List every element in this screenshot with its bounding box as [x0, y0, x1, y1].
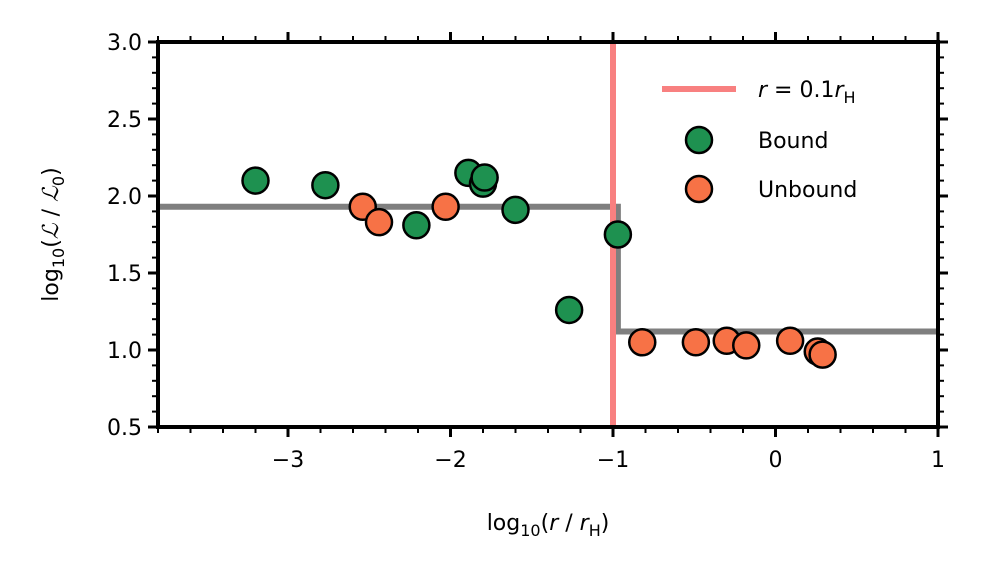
legend-marker-unbound [684, 174, 714, 204]
scatter-point-unbound [808, 340, 837, 369]
scatter-point-bound [241, 166, 270, 195]
legend: r = 0.1rH Bound Unbound [662, 78, 857, 204]
x-tick-label: 1 [931, 448, 945, 473]
scatter-point-bound [554, 295, 584, 325]
plot-area [158, 42, 938, 427]
scatter-point-unbound [431, 192, 460, 222]
legend-label-unbound: Unbound [758, 178, 857, 203]
legend-label-bound: Bound [758, 129, 828, 154]
x-tick-label: −1 [597, 448, 629, 473]
scatter-point-unbound [681, 328, 711, 357]
scatter-point-unbound [364, 207, 394, 237]
scatter-point-unbound [732, 331, 761, 360]
scatter-point-unbound [628, 328, 657, 357]
step-line [158, 203, 938, 335]
x-axis-label: log10(r / rH) [487, 511, 610, 540]
legend-marker-bound [684, 125, 714, 155]
scatter-point-bound [470, 163, 499, 192]
x-tick-label: −2 [434, 448, 466, 473]
y-tick-label: 1.5 [107, 262, 142, 287]
scatter-point-bound [603, 220, 633, 249]
y-axis-label: log10(ℒ / ℒ0) [39, 167, 68, 301]
y-tick-label: 3.0 [107, 31, 142, 56]
scatter-point-bound [311, 170, 340, 200]
scatter-point-bound [402, 211, 431, 240]
y-tick-label: 2.5 [107, 108, 142, 133]
scatter-point-bound [501, 195, 530, 225]
axis-ticks: −3 −2 −1 0 1 0.5 1.0 1.5 2.0 2.5 3.0 [107, 31, 948, 473]
scatter-point-unbound [775, 326, 805, 356]
x-tick-label: −3 [272, 448, 304, 473]
y-tick-label: 1.0 [107, 339, 142, 364]
legend-label-vline: r = 0.1rH [758, 78, 856, 107]
y-tick-label: 2.0 [107, 185, 142, 210]
y-tick-label: 0.5 [107, 416, 142, 441]
x-tick-label: 0 [769, 448, 783, 473]
